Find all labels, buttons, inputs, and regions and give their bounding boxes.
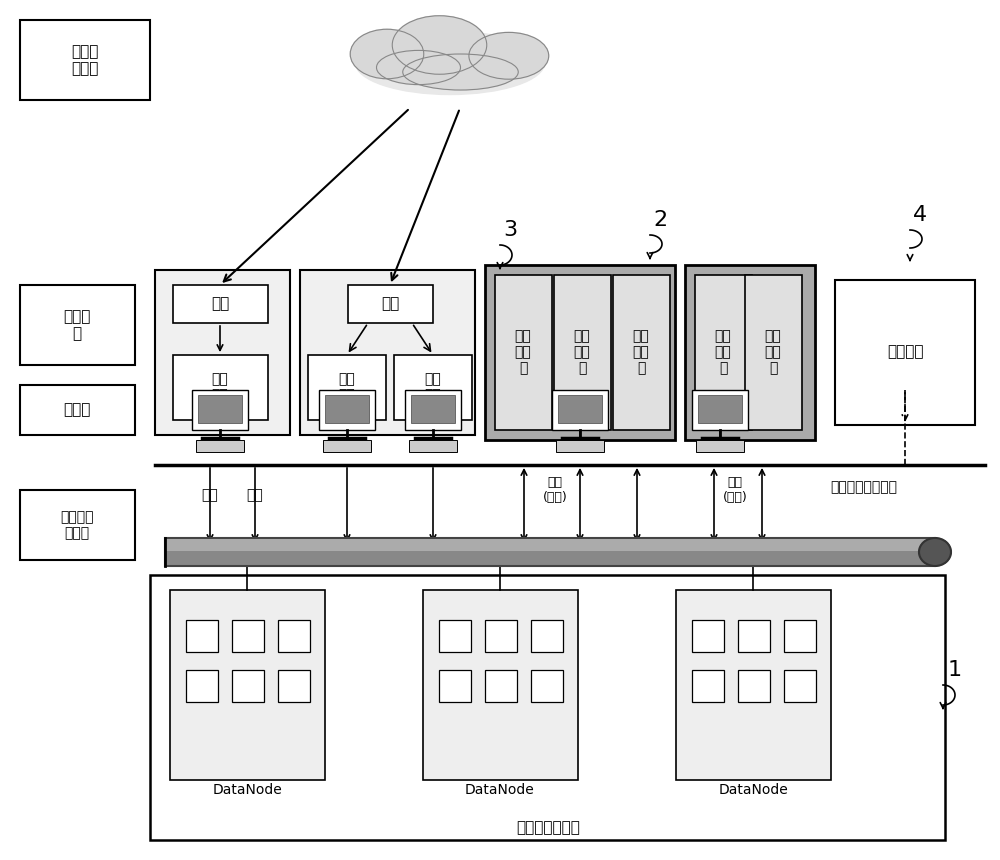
Bar bbox=[173, 285, 268, 323]
Bar bbox=[170, 590, 325, 780]
Bar bbox=[165, 538, 935, 566]
Bar bbox=[150, 575, 945, 840]
Ellipse shape bbox=[919, 538, 951, 566]
Bar bbox=[613, 275, 670, 430]
Text: 实时
算法: 实时 算法 bbox=[339, 372, 355, 402]
Text: 大数据存储平台: 大数据存储平台 bbox=[516, 820, 580, 836]
Bar bbox=[784, 670, 816, 702]
Ellipse shape bbox=[392, 15, 487, 74]
Bar bbox=[394, 355, 472, 420]
Bar bbox=[155, 270, 290, 435]
Bar bbox=[173, 355, 268, 420]
Text: 状态监视: 状态监视 bbox=[887, 345, 923, 359]
Text: 数据处理实时信息: 数据处理实时信息 bbox=[830, 480, 897, 494]
Bar bbox=[278, 620, 310, 652]
Bar bbox=[438, 670, 471, 702]
Text: 实时
算法: 实时 算法 bbox=[212, 372, 228, 402]
Bar bbox=[20, 385, 135, 435]
Bar bbox=[409, 440, 457, 452]
Bar bbox=[192, 390, 248, 430]
Text: 非实
时算
法: 非实 时算 法 bbox=[765, 329, 781, 375]
Text: DataNode: DataNode bbox=[718, 783, 788, 797]
Ellipse shape bbox=[403, 54, 518, 90]
Text: 3: 3 bbox=[503, 220, 517, 240]
Bar bbox=[423, 590, 578, 780]
Bar bbox=[685, 265, 815, 440]
Text: 非实
时算
法: 非实 时算 法 bbox=[633, 329, 649, 375]
Bar bbox=[552, 390, 608, 430]
Text: 文件
(双向): 文件 (双向) bbox=[723, 476, 747, 504]
Text: 实时
算法: 实时 算法 bbox=[425, 372, 441, 402]
Bar bbox=[186, 670, 218, 702]
Text: DataNode: DataNode bbox=[212, 783, 282, 797]
Bar bbox=[695, 275, 752, 430]
Bar bbox=[411, 395, 455, 423]
Bar bbox=[556, 440, 604, 452]
Bar bbox=[484, 620, 516, 652]
Bar bbox=[300, 270, 475, 435]
Text: 接收: 接收 bbox=[381, 297, 399, 311]
Bar bbox=[405, 390, 461, 430]
Bar bbox=[692, 620, 724, 652]
Bar bbox=[696, 440, 744, 452]
Text: 2: 2 bbox=[653, 210, 667, 230]
Text: 非实
时算
法: 非实 时算 法 bbox=[574, 329, 590, 375]
Text: DataNode: DataNode bbox=[465, 783, 535, 797]
Bar bbox=[745, 275, 802, 430]
Bar bbox=[495, 275, 552, 430]
Text: 4: 4 bbox=[913, 205, 927, 225]
Bar bbox=[738, 620, 770, 652]
Bar bbox=[186, 620, 218, 652]
Bar bbox=[323, 440, 371, 452]
Ellipse shape bbox=[350, 29, 424, 79]
Bar bbox=[698, 395, 742, 423]
Bar bbox=[558, 395, 602, 423]
Bar bbox=[348, 285, 433, 323]
Text: 文件: 文件 bbox=[247, 488, 263, 502]
Bar bbox=[692, 670, 724, 702]
Bar bbox=[232, 670, 264, 702]
Bar bbox=[835, 280, 975, 425]
Text: 非实
时算
法: 非实 时算 法 bbox=[715, 329, 731, 375]
Bar bbox=[196, 440, 244, 452]
Bar bbox=[198, 395, 242, 423]
Bar bbox=[484, 670, 516, 702]
Bar bbox=[530, 620, 562, 652]
Bar bbox=[438, 620, 471, 652]
Bar bbox=[676, 590, 831, 780]
Bar bbox=[530, 670, 562, 702]
Text: 结果存储
源数据: 结果存储 源数据 bbox=[60, 510, 94, 540]
Bar bbox=[554, 275, 611, 430]
Ellipse shape bbox=[356, 32, 544, 95]
Text: 文件: 文件 bbox=[202, 488, 218, 502]
Bar bbox=[485, 265, 675, 440]
Text: 文件
(双向): 文件 (双向) bbox=[543, 476, 567, 504]
Text: 应用模
块: 应用模 块 bbox=[63, 309, 91, 341]
Text: 1: 1 bbox=[948, 660, 962, 680]
Bar bbox=[20, 490, 135, 560]
Text: 计算机: 计算机 bbox=[63, 402, 91, 417]
Bar bbox=[319, 390, 375, 430]
Bar bbox=[308, 355, 386, 420]
Bar bbox=[738, 670, 770, 702]
Bar bbox=[278, 670, 310, 702]
Bar bbox=[232, 620, 264, 652]
Ellipse shape bbox=[376, 51, 460, 84]
Bar bbox=[692, 390, 748, 430]
Bar bbox=[20, 285, 135, 365]
Text: 接收: 接收 bbox=[211, 297, 229, 311]
Bar bbox=[20, 20, 150, 100]
Ellipse shape bbox=[469, 33, 549, 79]
Bar bbox=[784, 620, 816, 652]
Bar bbox=[325, 395, 369, 423]
Bar bbox=[165, 539, 935, 550]
Text: 实时数
据网络: 实时数 据网络 bbox=[71, 44, 99, 77]
Text: 非实
时算
法: 非实 时算 法 bbox=[515, 329, 531, 375]
